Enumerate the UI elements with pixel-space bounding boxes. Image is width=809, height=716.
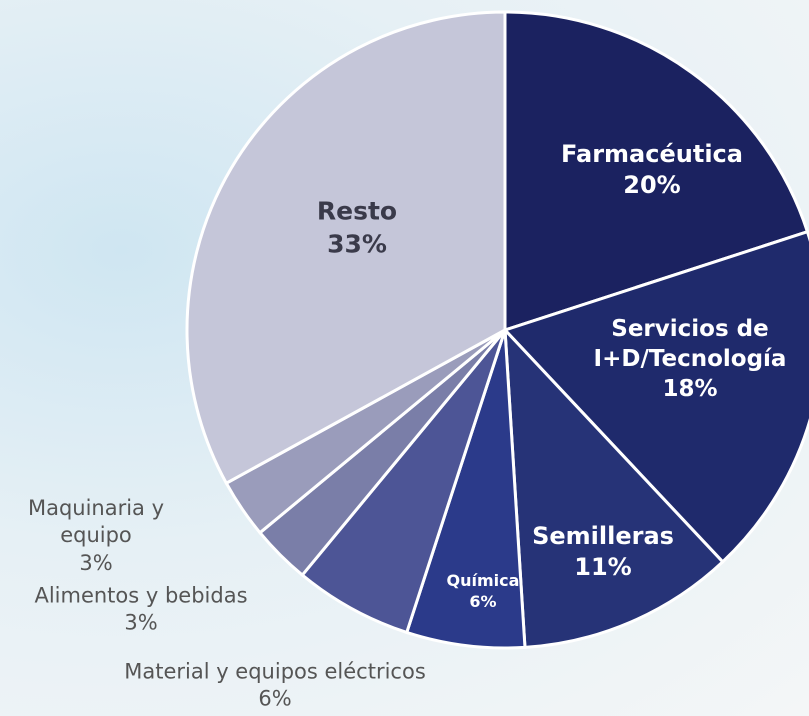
slice-label: Química 6% [428,571,538,613]
slice-label: Semilleras 11% [523,521,683,583]
category-label: Semilleras [532,521,674,550]
slice-label: Resto 33% [297,196,417,261]
category-label: Maquinaria y equipo [27,496,165,548]
slice [300,329,507,635]
category-label: Resto [316,196,398,226]
value-label: 33% [327,229,387,258]
value-label: 3% [79,550,113,575]
slice [185,10,507,486]
category-label: Material y equipos eléctricos [124,659,426,684]
slice-label: Material y equipos eléctricos 6% [65,659,485,714]
slice [503,325,725,649]
slice [503,10,809,333]
slice [404,329,527,650]
value-label: 6% [469,592,497,611]
value-label: 6% [258,687,292,711]
slice-label: Maquinaria y equipo 3% [21,495,171,577]
value-label: 11% [574,553,632,581]
category-label: Alimentos y bebidas [34,583,248,608]
value-label: 18% [662,375,718,402]
category-label: Farmacéutica [561,139,743,168]
category-label: Servicios de I+D/Tecnología [593,316,787,373]
value-label: 3% [124,611,158,635]
value-label: 20% [623,171,681,199]
slice-label: Servicios de I+D/Tecnología 18% [575,315,805,405]
slice [502,229,809,564]
category-label: Química [446,571,520,591]
slice-label: Alimentos y bebidas 3% [1,583,281,638]
slice-label: Farmacéutica 20% [542,139,762,201]
